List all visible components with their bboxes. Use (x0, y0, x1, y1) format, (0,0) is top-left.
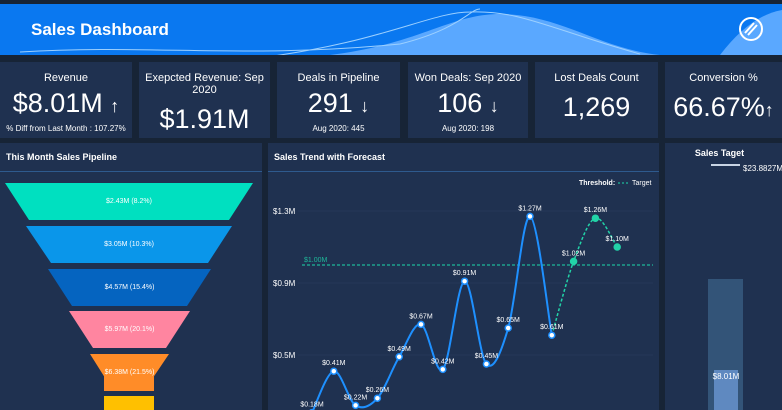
data-label: $0.18M (300, 402, 324, 409)
funnel-panel: This Month Sales Pipeline $2.43M (8.2%) $… (0, 143, 262, 410)
funnel-segment[interactable] (104, 396, 154, 410)
segment-label: $6.38M (21.5%) (104, 369, 155, 376)
actual-label: $8.01M (712, 372, 740, 381)
data-label: $0.45M (475, 353, 499, 360)
actual-bar (714, 370, 738, 410)
funnel-segment[interactable]: $4.57M (15.4%) (48, 269, 211, 306)
data-label: $1.10M (606, 236, 630, 243)
data-point (526, 212, 534, 221)
y-tick-label: $0.9M (273, 279, 296, 288)
kpi-deals-pipeline: Deals in Pipeline 291 ↓ Aug 2020: 445 (277, 62, 400, 138)
data-point (373, 394, 382, 402)
funnel-segment[interactable]: $5.97M (20.1%) (69, 311, 190, 348)
panel-title: Sales Trend with Forecast (268, 143, 659, 172)
trend-down-icon: ↓ (489, 96, 499, 116)
forecast-line (551, 217, 618, 336)
data-label: $0.67M (409, 313, 433, 320)
funnel-segment[interactable]: $6.38M (21.5%) (90, 354, 169, 391)
data-label: $0.49M (388, 346, 412, 353)
data-point (569, 257, 578, 266)
kpi-subtext: Aug 2020: 198 (441, 124, 495, 133)
kpi-value: $8.01M (12, 88, 103, 118)
kpi-label: Revenue (43, 72, 89, 84)
trend-up-icon: ↑ (110, 96, 120, 116)
kpi-label: Deals in Pipeline (297, 72, 380, 84)
data-label: $0.91M (453, 270, 477, 277)
segment-label: $5.97M (20.1%) (104, 326, 155, 333)
kpi-value: $1.91M (159, 104, 250, 134)
kpi-label: Won Deals: Sep 2020 (414, 72, 522, 84)
kpi-value: 1,269 (562, 92, 631, 122)
funnel-segment[interactable]: $2.43M (8.2%) (5, 183, 253, 220)
data-point (460, 277, 469, 285)
trend-up-icon: ↑ (764, 100, 774, 120)
kpi-label: Exepcted Revenue: Sep 2020 (145, 72, 264, 96)
target-marker (711, 164, 740, 166)
data-point (548, 331, 556, 339)
panel-title: This Month Sales Pipeline (0, 143, 262, 172)
legend-title: Threshold: (579, 180, 615, 187)
kpi-value: 106 (437, 88, 483, 118)
kpi-value: 291 (307, 88, 353, 118)
data-label: $0.61M (540, 324, 564, 331)
kpi-label: Lost Deals Count (554, 72, 639, 84)
segment-label: $3.05M (10.3%) (104, 241, 154, 248)
data-label: $0.65M (497, 317, 521, 324)
data-point (613, 243, 621, 251)
panel-title: Sales Taget (694, 148, 745, 158)
header-banner: Sales Dashboard (0, 4, 782, 55)
data-label: $1.02M (562, 250, 586, 257)
funnel-segment[interactable]: $3.05M (10.3%) (26, 226, 232, 263)
y-tick-label: $1.3M (273, 207, 296, 216)
data-label: $1.27M (518, 205, 542, 212)
data-label: $0.42M (431, 358, 455, 365)
data-point (482, 360, 491, 368)
data-label: $0.26M (366, 387, 390, 394)
kpi-subtext: % Diff from Last Month : 107.27% (6, 124, 126, 133)
kpi-conversion: Conversion % 66.67%↑ (665, 62, 782, 138)
data-point (395, 353, 403, 361)
kpi-won-deals: Won Deals: Sep 2020 106 ↓ Aug 2020: 198 (408, 62, 528, 138)
y-tick-label: $0.5M (273, 351, 296, 360)
kpi-expected-revenue: Exepcted Revenue: Sep 2020 $1.91M (139, 62, 270, 138)
kpi-revenue: Revenue $8.01M ↑ % Diff from Last Month … (0, 62, 132, 138)
sales-trend-panel: Sales Trend with Forecast $1.3M $0.9M $0.5… (268, 143, 659, 410)
data-point (351, 401, 360, 410)
page-title: Sales Dashboard (31, 20, 169, 39)
kpi-value: 66.67% (673, 92, 765, 122)
data-label: $1.26M (584, 207, 608, 214)
data-label: $0.41M (322, 360, 346, 367)
sales-trend-chart: $1.3M $0.9M $0.5M Threshold: Target $1.00M $0.… (273, 180, 653, 410)
sales-target-panel: Sales Taget $23.8827M $8.01M (665, 143, 782, 410)
kpi-lost-deals: Lost Deals Count 1,269 (535, 62, 658, 138)
kpi-label: Conversion % (689, 72, 758, 84)
data-label: $0.22M (344, 394, 368, 401)
segment-label: $2.43M (8.2%) (106, 198, 152, 205)
target-label: $23.8827M (743, 164, 782, 173)
segment-label: $4.57M (15.4%) (104, 284, 155, 291)
data-point (417, 320, 425, 329)
legend-entry: Target (632, 180, 652, 187)
trend-down-icon: ↓ (360, 96, 370, 116)
data-point (439, 365, 447, 374)
data-point (330, 367, 338, 375)
data-point (504, 324, 512, 332)
threshold-label: $1.00M (304, 257, 328, 264)
kpi-subtext: Aug 2020: 445 (312, 124, 365, 133)
logo-icon (739, 17, 763, 41)
data-point (591, 214, 600, 222)
